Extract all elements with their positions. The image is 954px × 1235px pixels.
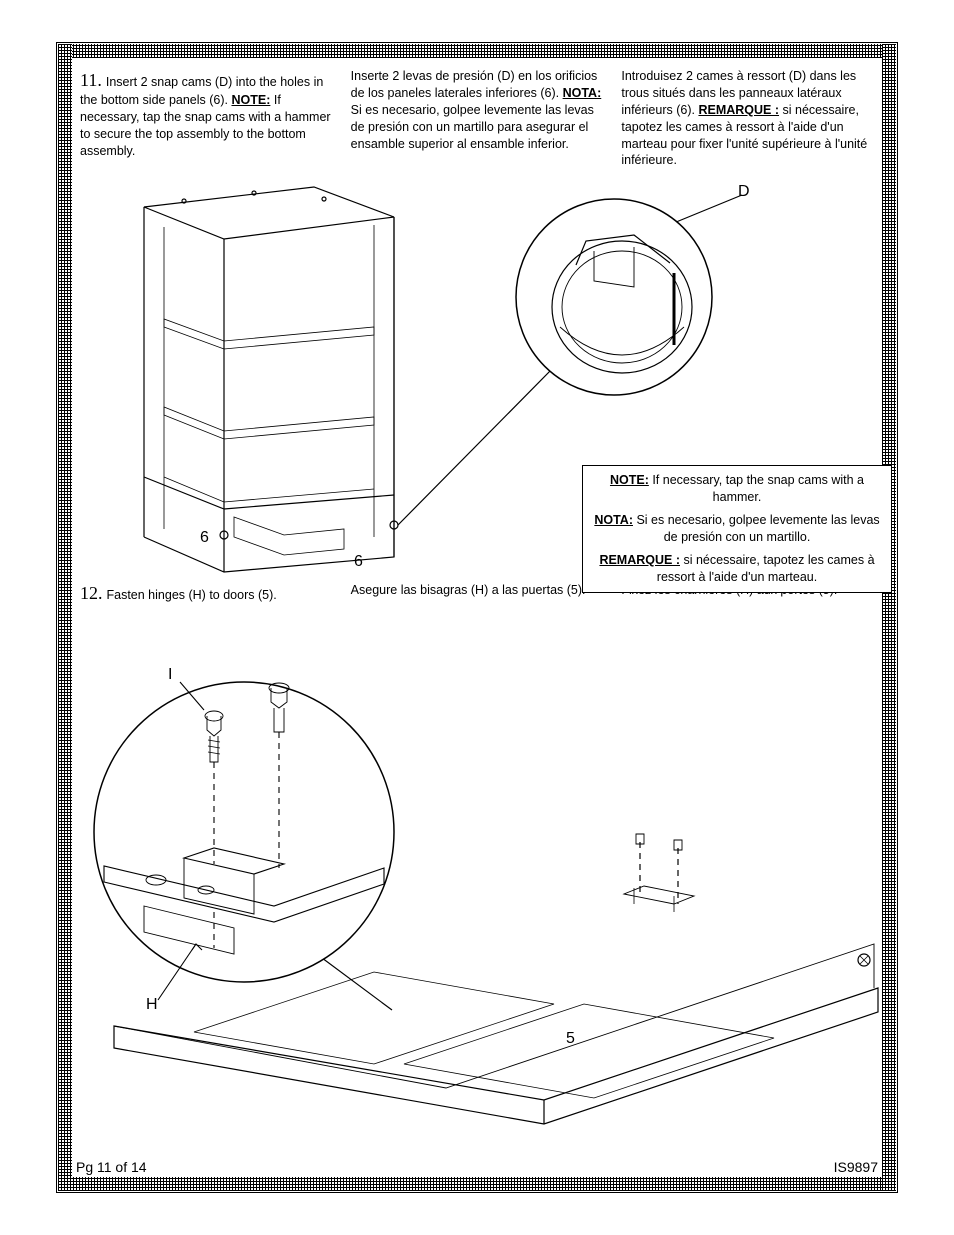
step12-number: 12. bbox=[80, 583, 103, 603]
step12-en-text: Fasten hinges (H) to doors (5). bbox=[107, 588, 277, 602]
step11-label-d: D bbox=[738, 183, 750, 201]
content-area: 11.Insert 2 snap cams (D) into the holes… bbox=[74, 60, 880, 1175]
note-es-text: Si es necesario, golpee levemente las le… bbox=[633, 513, 880, 544]
footer-page-number: Pg 11 of 14 bbox=[76, 1159, 147, 1175]
step12-label-i: I bbox=[168, 666, 172, 684]
step12-figure: I H 5 bbox=[74, 612, 880, 1132]
note-fr: REMARQUE : si nécessaire, tapotez les ca… bbox=[593, 552, 881, 586]
step11-label-6b: 6 bbox=[354, 553, 363, 571]
border-hatch-bottom bbox=[58, 1177, 896, 1191]
note-en-label: NOTE: bbox=[610, 473, 649, 487]
border-hatch-left bbox=[58, 44, 72, 1191]
step11-en: 11.Insert 2 snap cams (D) into the holes… bbox=[80, 68, 333, 169]
step11-text-columns: 11.Insert 2 snap cams (D) into the holes… bbox=[74, 60, 880, 169]
border-hatch-right bbox=[882, 44, 896, 1191]
border-hatch-top bbox=[58, 44, 896, 58]
footer-doc-id: IS9897 bbox=[834, 1159, 878, 1175]
step11-es-post: Si es necesario, golpee levemente las le… bbox=[351, 103, 594, 151]
note-en-text: If necessary, tap the snap cams with a h… bbox=[649, 473, 864, 504]
step11-number: 11. bbox=[80, 70, 102, 90]
note-en: NOTE: If necessary, tap the snap cams wi… bbox=[593, 472, 881, 506]
step11-en-note-label: NOTE: bbox=[231, 93, 270, 107]
step12-label-5: 5 bbox=[566, 1030, 575, 1048]
step12-label-h: H bbox=[146, 996, 158, 1014]
step11-es: Inserte 2 levas de presión (D) en los or… bbox=[351, 68, 604, 169]
step11-es-pre: Inserte 2 levas de presión (D) en los or… bbox=[351, 69, 598, 100]
page: 11.Insert 2 snap cams (D) into the holes… bbox=[0, 0, 954, 1235]
note-fr-label: REMARQUE : bbox=[599, 553, 680, 567]
step12-es: Asegure las bisagras (H) a las puertas (… bbox=[351, 583, 604, 604]
step11-fr: Introduisez 2 cames à ressort (D) dans l… bbox=[621, 68, 874, 169]
step11-figure: D 6 6 NOTE: If necessary, tap the snap c… bbox=[74, 177, 880, 577]
note-es-label: NOTA: bbox=[594, 513, 633, 527]
step12-en: 12. Fasten hinges (H) to doors (5). bbox=[80, 583, 333, 604]
step11-label-6a: 6 bbox=[200, 529, 209, 547]
note-es: NOTA: Si es necesario, golpee levemente … bbox=[593, 512, 881, 546]
step11-fr-note-label: REMARQUE : bbox=[698, 103, 779, 117]
step11-en-pre: Insert 2 snap cams (D) into the holes in… bbox=[80, 75, 323, 107]
note-fr-text: si nécessaire, tapotez les cames à resso… bbox=[657, 553, 875, 584]
step11-es-note-label: NOTA: bbox=[563, 86, 602, 100]
step11-note-box: NOTE: If necessary, tap the snap cams wi… bbox=[582, 465, 892, 592]
step12-svg bbox=[74, 612, 880, 1132]
